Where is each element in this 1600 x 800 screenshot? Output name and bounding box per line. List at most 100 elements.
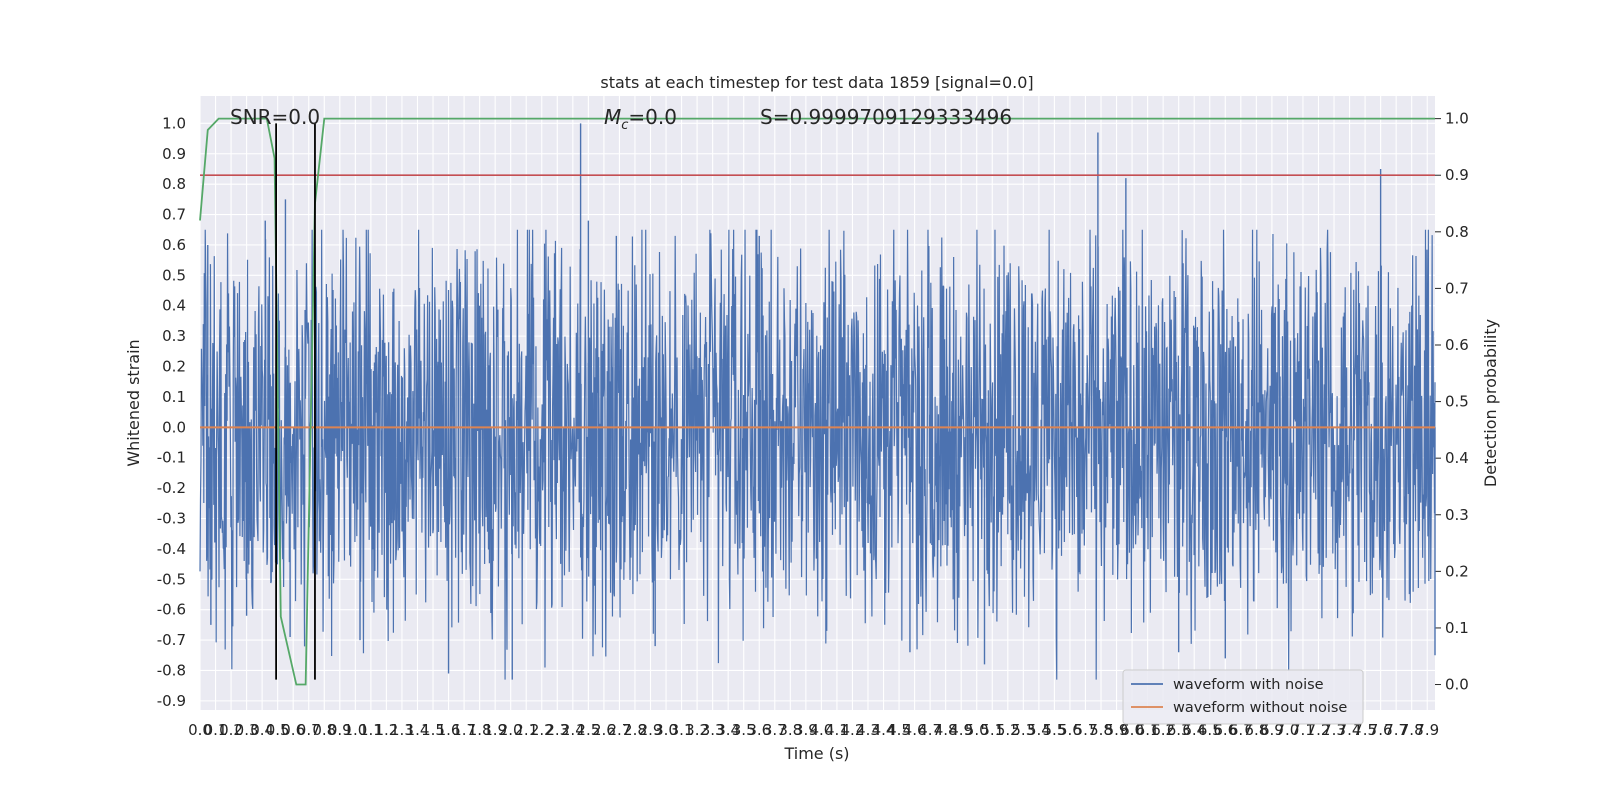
y-tick-labels: 1.0 0.9 0.8 0.7 0.6 0.5 0.4 0.3 0.2 0.1 0.0 -0.1 -0.… <box>157 114 186 710</box>
y-tick-label: 0.8 <box>162 175 186 193</box>
y2-tick-label: 0.2 <box>1445 562 1469 580</box>
x-tick-label: 0.5 <box>266 721 290 739</box>
y-tick-label: -0.7 <box>157 631 186 649</box>
x-tick-label: 5.2 <box>996 721 1020 739</box>
event-markers <box>275 123 316 680</box>
x-tick-label: 3.1 <box>670 721 694 739</box>
mc-value: =0.0 <box>628 105 677 129</box>
y2-tick-label: 0.5 <box>1445 393 1469 411</box>
y-tick-label: -0.2 <box>157 479 186 497</box>
x-tick-label: 4.2 <box>841 721 865 739</box>
y-tick-label: -0.1 <box>157 449 186 467</box>
y-tick-label: -0.5 <box>157 570 186 588</box>
y-tick-label: -0.6 <box>157 601 186 619</box>
y2-tick-label: 0.1 <box>1445 619 1469 637</box>
x-tick-label: 6.7 <box>1229 721 1253 739</box>
y-tick-label: -0.9 <box>157 692 186 710</box>
x-tick-label: 5.7 <box>1074 721 1098 739</box>
x-tick-label: 1.5 <box>421 721 445 739</box>
x-tick-label: 6.6 <box>1213 721 1237 739</box>
y-tick-label: 0.3 <box>162 327 186 345</box>
x-tick-label: 6.9 <box>1260 721 1284 739</box>
y2-tick-label: 0.4 <box>1445 449 1469 467</box>
x-tick-label: 0.8 <box>312 721 336 739</box>
x-tick-label: 3.2 <box>685 721 709 739</box>
x-tick-label: 0.7 <box>297 721 321 739</box>
y2-tick-label: 0.6 <box>1445 336 1469 354</box>
y-tick-label: -0.8 <box>157 661 186 679</box>
x-tick-label: 0.6 <box>281 721 305 739</box>
x-tick-label: 2.6 <box>592 721 616 739</box>
x-tick-label: 0.0 <box>188 721 212 739</box>
x-tick-label: 1.6 <box>437 721 461 739</box>
x-tick-label: 3.9 <box>794 721 818 739</box>
x-tick-label: 2.9 <box>639 721 663 739</box>
x-tick-label: 1.9 <box>483 721 507 739</box>
x-tick-label: 6.2 <box>1151 721 1175 739</box>
waveform-with-noise-line <box>199 229 1436 680</box>
x-tick-label: 7.8 <box>1400 721 1424 739</box>
x-tick-label: 0.1 <box>204 721 228 739</box>
y-axis-label: Whitened strain <box>124 339 143 466</box>
x-tick-label: 6.3 <box>1167 721 1191 739</box>
x-tick-label: 2.4 <box>561 721 585 739</box>
x-tick-label: 1.0 <box>343 721 367 739</box>
x-tick-label: 2.1 <box>514 721 538 739</box>
x-tick-label: 5.4 <box>1027 721 1051 739</box>
series-waveform-with-noise <box>199 123 1436 680</box>
x-tick-label: 4.7 <box>918 721 942 739</box>
y-tick-label: 0.9 <box>162 145 186 163</box>
x-tick-label: 5.0 <box>965 721 989 739</box>
x-tick-label: 4.3 <box>856 721 880 739</box>
x-tick-label: 5.9 <box>1105 721 1129 739</box>
y2-tick-labels: 1.0 0.9 0.8 0.7 0.6 0.5 0.4 0.3 0.2 0.1 0.0 <box>1445 110 1469 694</box>
x-tick-label: 7.0 <box>1275 721 1299 739</box>
x-tick-label: 4.8 <box>934 721 958 739</box>
x-tick-label: 2.7 <box>608 721 632 739</box>
x-tick-label: 3.8 <box>778 721 802 739</box>
x-tick-label: 0.4 <box>250 721 274 739</box>
legend-box <box>1122 669 1364 725</box>
x-tick-label: 4.4 <box>872 721 896 739</box>
legend: waveform with noise waveform without noi… <box>1122 669 1364 725</box>
x-tick-label: 5.3 <box>1011 721 1035 739</box>
x-tick-label: 4.6 <box>903 721 927 739</box>
legend-label-clean: waveform without noise <box>1173 700 1347 716</box>
x-tick-label: 1.7 <box>452 721 476 739</box>
y-tick-label: 0.4 <box>162 297 186 315</box>
x-tick-label: 6.1 <box>1136 721 1160 739</box>
x-tick-labels: 0.00.10.20.30.40.50.60.70.80.91.01.11.21… <box>188 721 1439 739</box>
y-tick-label: 1.0 <box>162 114 186 132</box>
x-tick-label: 7.2 <box>1307 721 1331 739</box>
x-tick-label: 0.3 <box>235 721 259 739</box>
y-tick-label: 0.2 <box>162 358 186 376</box>
chart-title: stats at each timestep for test data 185… <box>600 73 1033 92</box>
x-tick-label: 7.1 <box>1291 721 1315 739</box>
y2-tick-label: 0.0 <box>1445 676 1469 694</box>
x-tick-label: 5.1 <box>980 721 1004 739</box>
x-tick-label: 1.1 <box>359 721 383 739</box>
x-tick-label: 2.2 <box>530 721 554 739</box>
x-tick-label: 1.8 <box>468 721 492 739</box>
x-tick-label: 4.1 <box>825 721 849 739</box>
x-tick-label: 3.3 <box>701 721 725 739</box>
x-tick-label: 3.6 <box>747 721 771 739</box>
y2-tick-label: 0.3 <box>1445 506 1469 524</box>
x-tick-label: 0.9 <box>328 721 352 739</box>
y2-tick-label: 0.8 <box>1445 223 1469 241</box>
y2-gridlines <box>1435 118 1441 686</box>
x-tick-label: 2.5 <box>576 721 600 739</box>
x-tick-label: 5.6 <box>1058 721 1082 739</box>
x-tick-label: 3.7 <box>763 721 787 739</box>
x-axis-label: Time (s) <box>783 744 849 763</box>
mc-subscript: c <box>621 118 628 133</box>
mc-annotation: Mc=0.0 <box>604 105 677 133</box>
x-tick-label: 3.4 <box>716 721 740 739</box>
x-tick-label: 0.2 <box>219 721 243 739</box>
x-tick-label: 6.8 <box>1244 721 1268 739</box>
x-tick-label: 7.9 <box>1415 721 1439 739</box>
x-tick-label: 7.4 <box>1338 721 1362 739</box>
y-tick-label: 0.1 <box>162 388 186 406</box>
y-tick-label: -0.3 <box>157 510 186 528</box>
